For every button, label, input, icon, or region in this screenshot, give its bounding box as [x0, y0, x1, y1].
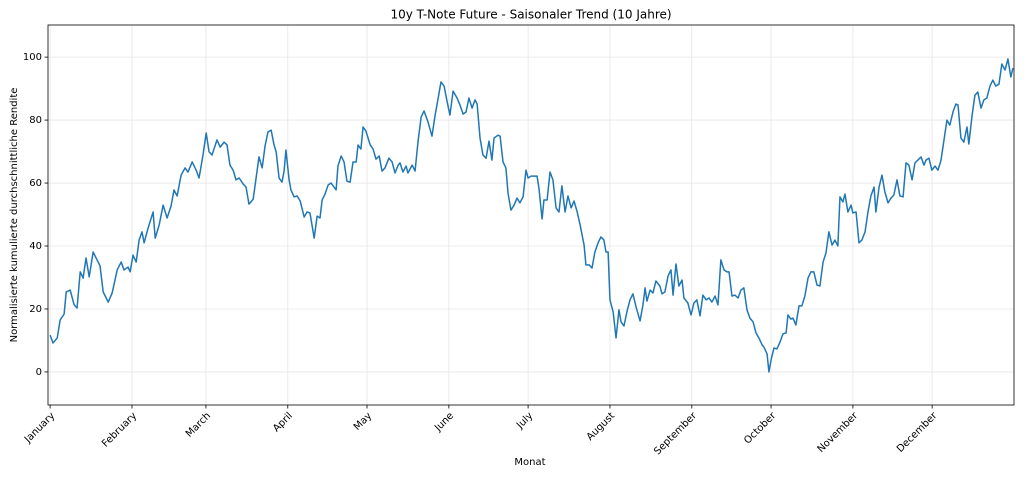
y-tick-label: 60: [29, 178, 42, 189]
y-tick-label: 80: [29, 115, 42, 126]
chart-title: 10y T-Note Future - Saisonaler Trend (10…: [390, 8, 671, 22]
y-tick-label: 0: [36, 367, 42, 378]
plot-frame: [47, 24, 1015, 406]
y-tick-label: 40: [29, 241, 42, 252]
x-axis-label: Monat: [514, 457, 545, 468]
y-tick-label: 100: [23, 52, 42, 63]
y-axis-label: Normalisierte kumulierte durchschnittlic…: [9, 88, 20, 343]
data-line: [49, 58, 1014, 373]
y-tick-label: 20: [29, 304, 42, 315]
